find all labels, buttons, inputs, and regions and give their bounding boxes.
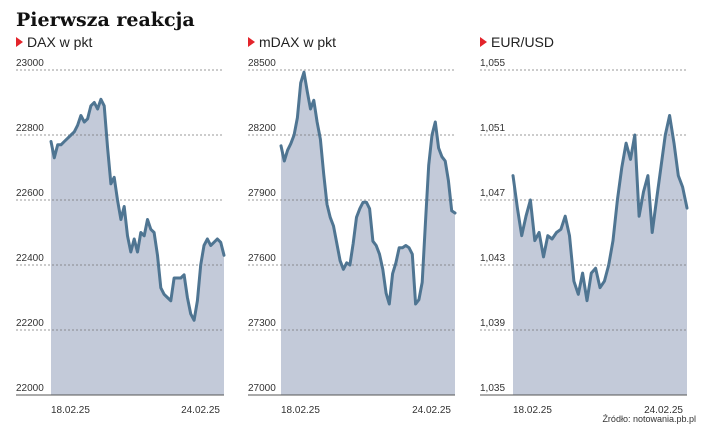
- dax-y-tick-label: 22200: [16, 318, 44, 329]
- dax-y-tick-label: 22400: [16, 253, 44, 264]
- panel-title-eurusd: EUR/USD: [480, 34, 554, 50]
- eurusd-x-label-end: 24.02.25: [644, 405, 683, 416]
- dax-y-tick-label: 22800: [16, 123, 44, 134]
- dax-y-tick-label: 22000: [16, 383, 44, 394]
- mdax-y-tick-label: 27600: [248, 253, 276, 264]
- panel-title-eurusd-label: EUR/USD: [491, 34, 555, 50]
- dax-y-tick-label: 22600: [16, 188, 44, 199]
- mdax-x-label-end: 24.02.25: [412, 405, 451, 416]
- mdax-y-tick-label: 27900: [248, 188, 276, 199]
- red-triangle-icon: [16, 37, 23, 47]
- red-triangle-icon: [248, 37, 255, 47]
- mdax-y-tick-label: 28200: [248, 123, 276, 134]
- mdax-y-tick-label: 28500: [248, 58, 276, 69]
- panel-title-dax-label: DAX w pkt: [27, 34, 93, 50]
- eurusd-y-tick-label: 1,047: [480, 188, 505, 199]
- eurusd-y-tick-label: 1,039: [480, 318, 505, 329]
- panel-title-dax: DAX w pkt: [16, 34, 92, 50]
- eurusd-area: [513, 115, 687, 395]
- eurusd-series-line: [511, 114, 689, 303]
- eurusd-y-tick-label: 1,055: [480, 58, 505, 69]
- mdax-x-label-start: 18.02.25: [281, 405, 320, 416]
- dax-x-label-end: 24.02.25: [181, 405, 220, 416]
- dax-y-tick-label: 23000: [16, 58, 44, 69]
- eurusd-y-tick-label: 1,035: [480, 383, 505, 394]
- source-note: Źródło: notowania.pb.pl: [602, 414, 696, 424]
- red-triangle-icon: [480, 37, 487, 47]
- chart-title: Pierwsza reakcja: [16, 9, 195, 31]
- mdax-series-line: [279, 70, 457, 306]
- eurusd-y-tick-label: 1,043: [480, 253, 505, 264]
- dax-series-line: [49, 97, 226, 322]
- mdax-y-tick-label: 27300: [248, 318, 276, 329]
- panel-title-mdax: mDAX w pkt: [248, 34, 336, 50]
- dax-x-label-start: 18.02.25: [51, 405, 90, 416]
- mdax-y-tick-label: 27000: [248, 383, 276, 394]
- eurusd-x-label-start: 18.02.25: [513, 405, 552, 416]
- dax-area: [51, 99, 224, 396]
- panel-title-mdax-label: mDAX w pkt: [259, 34, 337, 50]
- eurusd-y-tick-label: 1,051: [480, 123, 505, 134]
- mdax-area: [281, 72, 455, 395]
